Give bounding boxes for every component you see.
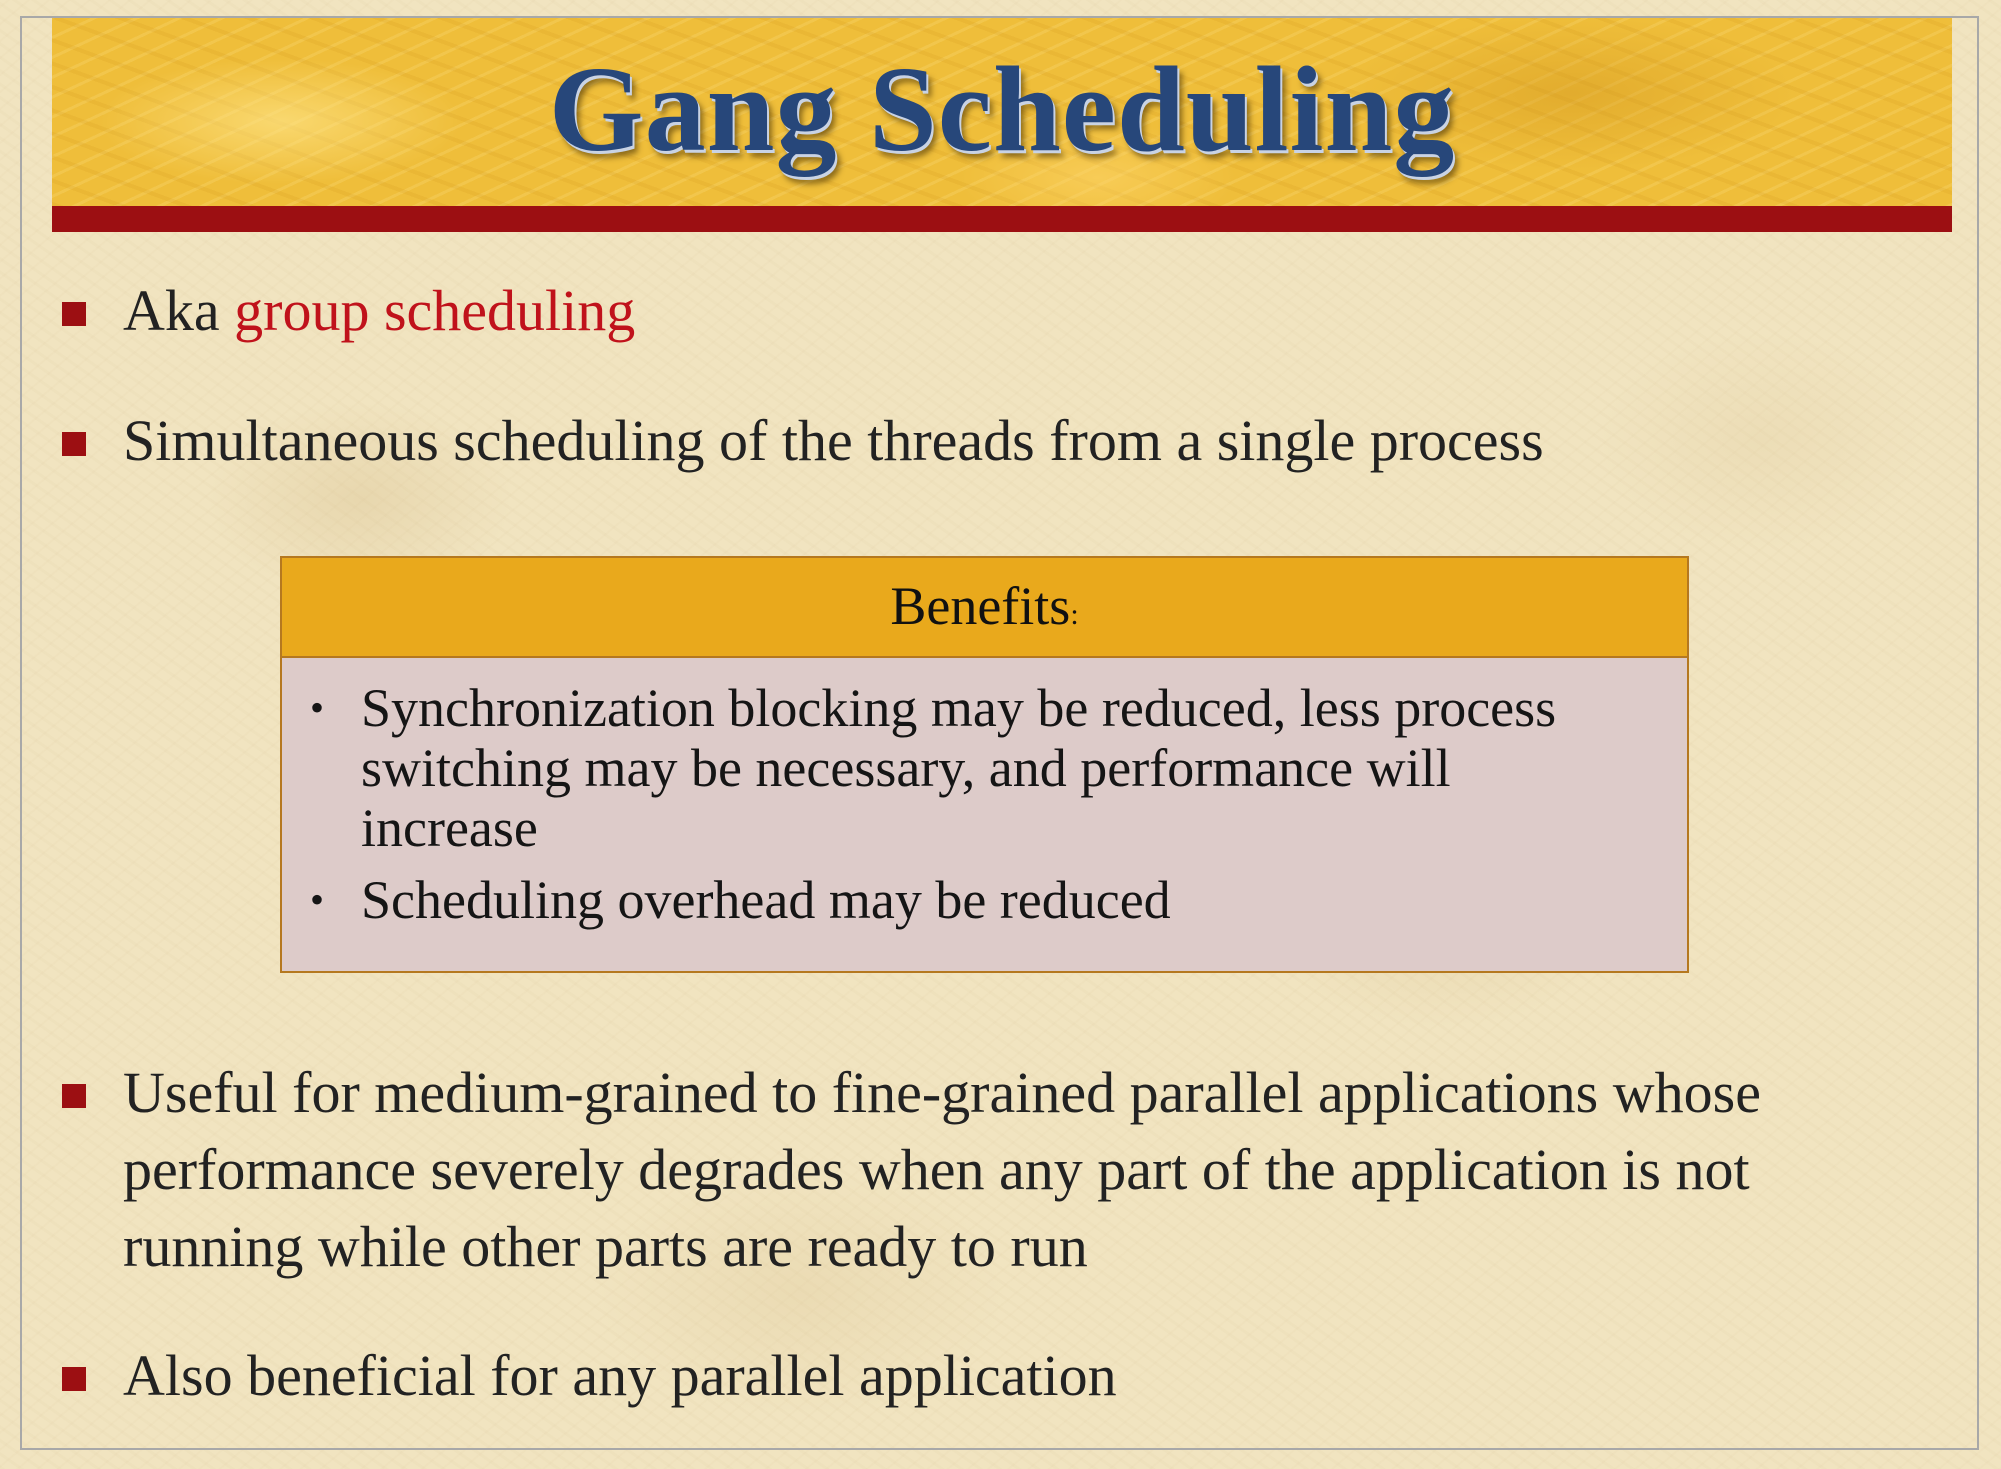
bullet-text: Aka group scheduling [123,272,1923,349]
bullet-dot-icon: • [310,685,325,730]
square-bullet-icon [62,1367,86,1391]
bullet-text: Also beneficial for any parallel applica… [123,1343,1117,1408]
benefits-box: Benefits: • Synchronization blocking may… [280,556,1689,973]
square-bullet-icon [62,302,86,326]
bullet-prefix: Aka [123,278,235,343]
benefits-header: Benefits: [282,558,1687,658]
square-bullet-icon [62,1084,86,1108]
title-rule [52,206,1952,232]
slide-frame [20,16,1979,1450]
slide-title: Gang Scheduling [548,42,1456,177]
bullet-highlight: group scheduling [234,278,636,343]
bullet-text: Useful for medium-grained to fine-graine… [123,1060,1761,1279]
square-bullet-icon [62,432,86,456]
benefit-text: Synchronization blocking may be reduced,… [361,678,1557,858]
benefits-header-label: Benefits [890,576,1071,636]
title-banner [52,18,1952,206]
bullet-text: Simultaneous scheduling of the threads f… [123,408,1544,473]
bullet-dot-icon: • [310,877,325,922]
benefits-header-colon: : [1070,598,1079,631]
benefit-text: Scheduling overhead may be reduced [361,870,1171,930]
